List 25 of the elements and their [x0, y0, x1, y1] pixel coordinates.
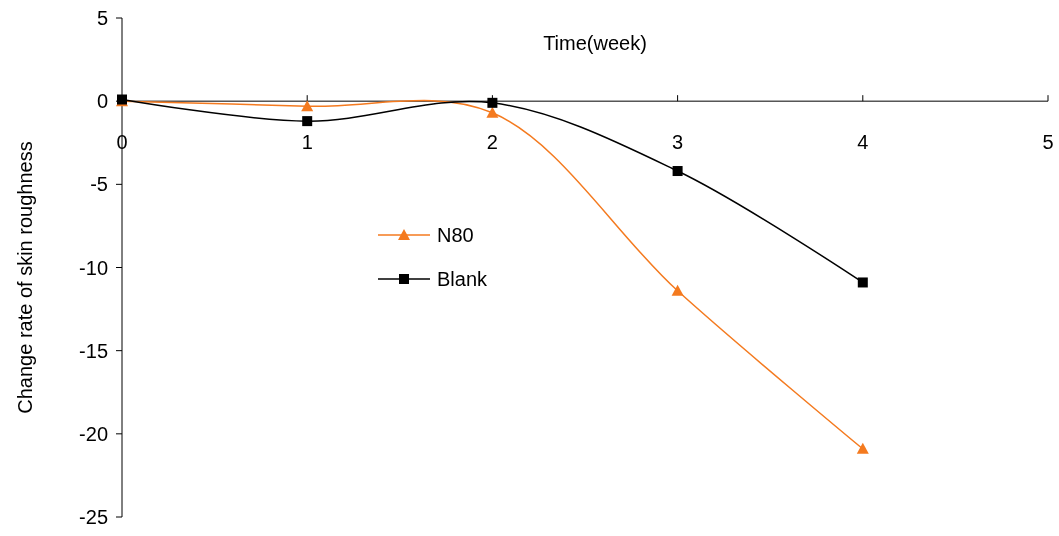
point	[856, 442, 869, 454]
y-tick-label: -15	[79, 339, 108, 362]
x-tick-label: 4	[857, 131, 869, 154]
y-tick-label: -20	[79, 422, 108, 445]
point	[486, 106, 499, 118]
legend-label: Blank	[437, 268, 489, 290]
y-tick-label: 0	[96, 90, 108, 113]
x-tick-label: 2	[486, 131, 498, 154]
y-axis-title: Change rate of skin roughness	[14, 141, 36, 414]
y-tick-label: -5	[90, 173, 108, 196]
y-tick-label: -25	[79, 506, 108, 528]
point	[671, 284, 684, 296]
point	[487, 97, 498, 108]
x-axis-title: Time(week)	[543, 32, 647, 54]
x-tick-label: 1	[301, 131, 313, 154]
point	[857, 277, 868, 288]
point	[302, 116, 313, 127]
y-tick-label: -10	[79, 256, 108, 279]
x-tick-label: 0	[116, 131, 128, 154]
point	[301, 100, 314, 112]
point	[672, 166, 683, 177]
legend-label: N80	[437, 224, 474, 246]
x-tick-label: 5	[1042, 131, 1054, 154]
x-tick-label: 3	[672, 131, 684, 154]
y-tick-label: 5	[96, 7, 108, 29]
